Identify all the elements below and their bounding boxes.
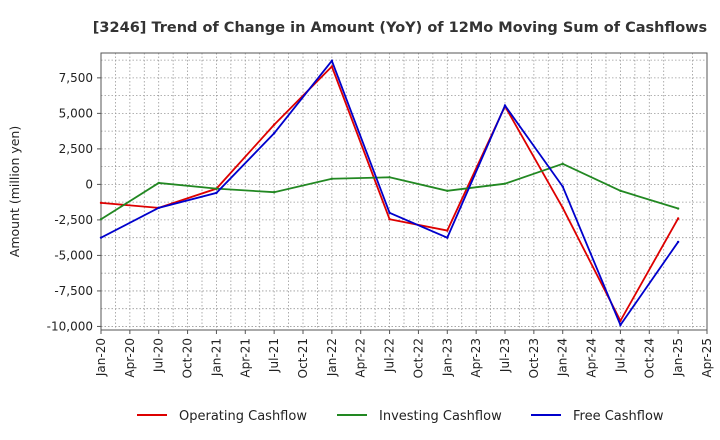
data-point — [676, 207, 680, 210]
x-tick-label: Apr-21 — [238, 338, 252, 378]
y-tick-label: 5,000 — [59, 106, 93, 120]
data-point — [99, 201, 103, 205]
x-tick-label: Jan-22 — [325, 338, 339, 377]
data-point — [157, 181, 160, 185]
x-tick-label: Jul-20 — [152, 338, 166, 373]
data-point — [503, 104, 507, 107]
x-tick-label: Jan-23 — [440, 338, 454, 377]
x-tick-label: Jan-21 — [209, 338, 223, 377]
data-point — [619, 189, 622, 192]
x-tick-label: Oct-20 — [181, 338, 195, 378]
x-tick-label: Oct-23 — [527, 338, 541, 378]
data-point — [388, 211, 391, 215]
x-tick-label: Oct-24 — [642, 338, 656, 378]
data-point — [330, 59, 334, 63]
x-tick-label: Jul-23 — [498, 338, 512, 373]
x-tick-label: Jul-24 — [613, 338, 627, 373]
x-tick-label: Jul-21 — [267, 338, 281, 373]
x-tick-label: Jan-24 — [556, 338, 570, 377]
data-point — [330, 65, 334, 68]
data-point — [446, 236, 449, 239]
x-tick-label: Jul-22 — [383, 338, 397, 373]
x-axis-ticks: Jan-20 Apr-20 Jul-20 Oct-20 Jan-21 Apr-21 Jul-… — [94, 330, 714, 378]
data-point — [272, 123, 276, 126]
y-tick-label: -5,000 — [54, 248, 93, 262]
data-point — [272, 191, 276, 194]
y-axis-label: Amount (million yen) — [7, 126, 22, 257]
data-point — [388, 218, 391, 221]
x-tick-label: Jan-25 — [671, 338, 685, 377]
y-tick-label: 2,500 — [59, 142, 93, 156]
y-tick-label: -2,500 — [54, 213, 93, 227]
legend: Operating Cashflow Investing Cashflow Free… — [137, 409, 664, 424]
data-point — [330, 177, 334, 180]
y-tick-label: 0 — [85, 177, 93, 191]
data-point — [272, 132, 276, 135]
data-point — [215, 187, 218, 190]
data-point — [157, 206, 160, 210]
data-point — [676, 217, 680, 220]
data-point — [388, 176, 391, 179]
x-tick-label: Oct-22 — [411, 338, 425, 378]
data-point — [503, 182, 507, 185]
data-point — [561, 206, 564, 210]
y-tick-label: -10,000 — [47, 319, 93, 333]
x-tick-label: Apr-22 — [354, 338, 368, 378]
chart-title: [3246] Trend of Change in Amount (YoY) o… — [93, 20, 707, 36]
data-point — [561, 162, 564, 165]
data-point — [446, 229, 449, 232]
x-tick-label: Apr-23 — [469, 338, 483, 378]
legend-label: Operating Cashflow — [179, 409, 307, 424]
plot-area — [100, 52, 708, 331]
x-tick-label: Apr-20 — [123, 338, 137, 378]
x-tick-label: Jan-20 — [94, 338, 108, 377]
data-point — [215, 191, 218, 195]
x-tick-label: Apr-25 — [700, 338, 714, 378]
legend-label: Investing Cashflow — [379, 409, 502, 424]
data-point — [619, 323, 622, 327]
data-point — [99, 236, 103, 239]
y-tick-label: 7,500 — [59, 71, 93, 85]
y-tick-label: -7,500 — [54, 284, 93, 298]
data-point — [561, 185, 564, 188]
legend-label: Free Cashflow — [573, 409, 664, 424]
data-point — [99, 218, 103, 221]
x-tick-label: Apr-24 — [585, 338, 599, 378]
x-tick-label: Oct-21 — [296, 338, 310, 378]
data-point — [676, 240, 680, 244]
y-axis-ticks: 7,500 5,000 2,500 0 -2,500 -5,000 -7,500 -10,00… — [47, 71, 101, 333]
data-point — [446, 189, 449, 192]
grid — [101, 53, 707, 330]
series-lines — [99, 59, 680, 327]
